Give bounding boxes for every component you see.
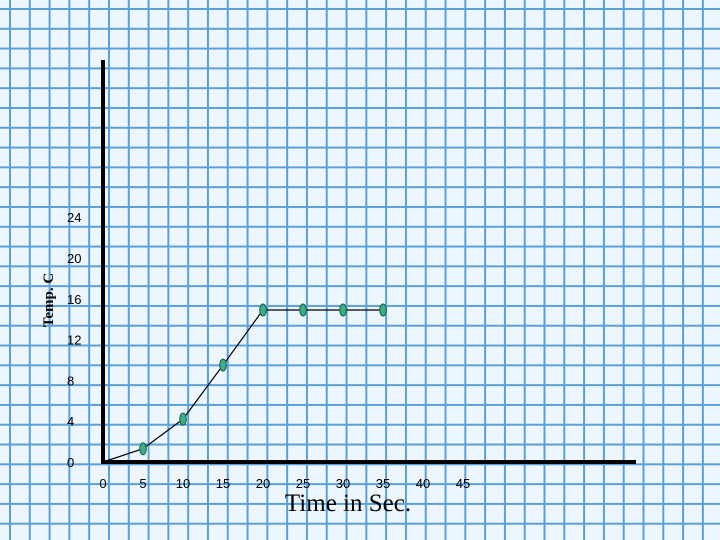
- x-tick-label: 20: [256, 476, 270, 491]
- data-point-marker: [339, 303, 347, 317]
- x-tick-label: 30: [336, 476, 350, 491]
- x-tick-label: 45: [456, 476, 470, 491]
- series-layer: [102, 303, 387, 463]
- x-tick-label: 0: [99, 476, 106, 491]
- data-point-marker: [179, 412, 187, 426]
- y-tick-label: 20: [67, 251, 81, 266]
- y-tick-label: 0: [67, 455, 74, 470]
- data-point-marker: [379, 303, 387, 317]
- y-tick-label: 16: [67, 292, 81, 307]
- y-tick-label: 4: [67, 414, 74, 429]
- data-point-marker: [299, 303, 307, 317]
- y-tick-label: 24: [67, 210, 81, 225]
- series-line: [102, 309, 383, 463]
- y-tick-label: 8: [67, 373, 74, 388]
- x-tick-label: 25: [296, 476, 310, 491]
- x-tick-label: 10: [176, 476, 190, 491]
- y-axis-ticks: 0 4 8 12 16 20 24: [67, 210, 81, 470]
- x-axis-label: Time in Sec.: [285, 490, 411, 517]
- x-tick-label: 15: [216, 476, 230, 491]
- x-tick-label: 35: [376, 476, 390, 491]
- x-tick-label: 40: [416, 476, 430, 491]
- y-tick-label: 12: [67, 333, 81, 348]
- x-tick-label: 5: [139, 476, 146, 491]
- data-point-marker: [139, 442, 147, 456]
- x-axis-ticks: 0 5 10 15 20 25 30 35 40 45: [99, 476, 470, 491]
- y-axis-label: Temp. C: [41, 273, 57, 327]
- data-point-marker: [259, 303, 267, 317]
- data-point-marker: [219, 358, 227, 372]
